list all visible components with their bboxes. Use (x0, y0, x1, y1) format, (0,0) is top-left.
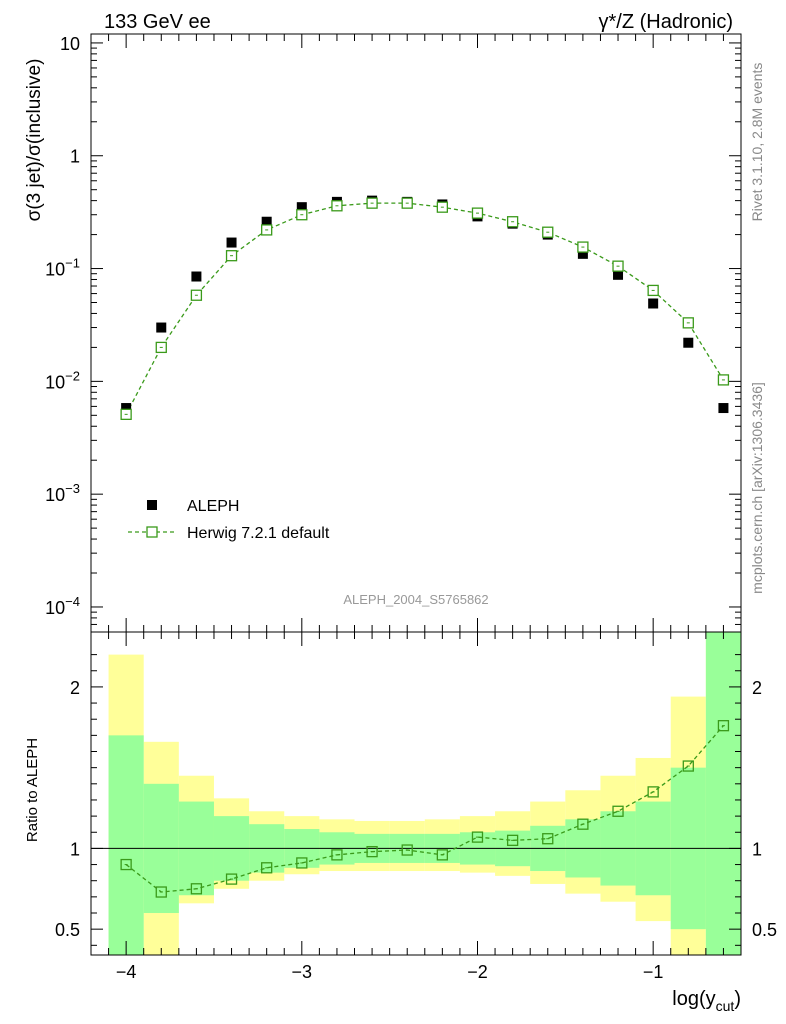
ratio-herwig-point (331, 849, 343, 861)
header-right-label: γ*/Z (Hadronic) (599, 11, 733, 33)
main-y-tick-label: 10−3 (45, 481, 80, 505)
ratio-herwig-point (296, 857, 308, 869)
herwig-line (125, 202, 724, 415)
ratio-y-tick-label: 1 (70, 839, 80, 859)
main-y-tick-label: 10−1 (45, 256, 80, 280)
ratio-herwig-point (471, 831, 484, 843)
ratio-y-tick-label: 0.5 (55, 920, 80, 940)
ratio-error-bands (108, 632, 741, 955)
band-inner-bin (705, 632, 741, 955)
ratio-herwig-point (436, 849, 449, 861)
xlabel: log(ycut) (672, 988, 741, 1014)
ratio-herwig-point (612, 805, 624, 817)
ratio-herwig-point (261, 862, 273, 874)
aleph-point (683, 337, 694, 348)
aleph-point (226, 237, 237, 248)
xlabel-text: log(ycut) (672, 988, 741, 1014)
ratio-herwig-point (366, 845, 378, 858)
ratio-herwig-point (190, 883, 203, 895)
main-y-tick-label: 10 (60, 34, 80, 54)
main-ylabel: σ(3 jet)/σ(inclusive) (24, 59, 45, 222)
aleph-point (648, 298, 659, 309)
rivet-label: Rivet 3.1.10, 2.8M events (749, 63, 765, 222)
legend-marker-aleph (147, 500, 157, 510)
ratio-x-tick-label: −4 (116, 962, 137, 982)
data-series (120, 195, 730, 898)
legend: ALEPH Herwig 7.2.1 default (128, 498, 330, 542)
ratio-herwig-point (542, 833, 554, 845)
aleph-point (156, 322, 167, 333)
ratio-herwig-point (647, 786, 659, 798)
ratio-herwig-point (225, 873, 238, 885)
main-frame (90, 33, 742, 633)
legend-label-aleph: ALEPH (187, 498, 239, 515)
ratio-y-tick-label-right: 1 (752, 839, 762, 859)
aleph-point (296, 202, 307, 213)
mcplots-label: mcplots.cern.ch [arXiv:1306.3436] (749, 382, 765, 594)
ratio-y-tick-label-right: 2 (752, 678, 762, 698)
aleph-point (121, 403, 132, 414)
ratio-herwig-point (682, 760, 694, 772)
band-inner-bin (108, 735, 144, 955)
analysis-id-label: ALEPH_2004_S5765862 (343, 592, 488, 607)
header-left-label: 133 GeV ee (104, 11, 211, 33)
ratio-herwig-point (120, 858, 132, 871)
main-y-tick-label: 10−2 (45, 368, 80, 392)
ratio-y-tick-label-right: 0.5 (752, 920, 777, 940)
ratio-x-tick-label: −1 (643, 962, 664, 982)
ratio-frame (90, 631, 742, 956)
aleph-point (577, 248, 588, 259)
legend-label-herwig: Herwig 7.2.1 default (187, 525, 330, 542)
ratio-herwig-point (717, 720, 730, 732)
main-y-tick-label: 10−4 (45, 594, 80, 618)
ratio-x-tick-label: −3 (292, 962, 313, 982)
aleph-point (191, 271, 202, 282)
ratio-y-tick-label: 2 (70, 678, 80, 698)
aleph-point (613, 269, 624, 280)
ratio-herwig-point (577, 818, 589, 830)
ratio-herwig-point (155, 886, 167, 898)
ratio-herwig-point (506, 834, 519, 846)
legend-marker-herwig (146, 526, 158, 538)
ratio-herwig-point (401, 844, 413, 856)
ratio-ylabel: Ratio to ALEPH (24, 738, 41, 842)
ratio-x-tick-label: −2 (467, 962, 488, 982)
aleph-point (261, 216, 272, 227)
aleph-point (718, 403, 729, 414)
main-y-tick-label: 1 (70, 147, 80, 167)
